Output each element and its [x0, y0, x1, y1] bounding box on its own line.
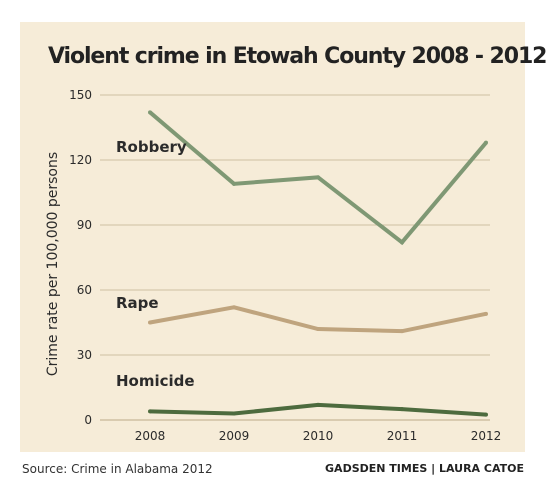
data-point-homicide [316, 402, 320, 407]
y-tick-label: 60 [77, 283, 92, 297]
data-point-homicide [232, 411, 236, 416]
credit-line: GADSDEN TIMES | LAURA CATOE [325, 462, 524, 475]
series-label-homicide: Homicide [116, 372, 195, 390]
y-tick-label: 30 [77, 348, 92, 362]
data-point-rape [484, 311, 488, 316]
chart-title: Violent crime in Etowah County 2008 - 20… [48, 44, 547, 69]
data-point-robbery [400, 240, 404, 245]
data-point-rape [148, 320, 152, 325]
data-point-homicide [148, 409, 152, 414]
series-lines [148, 110, 488, 417]
x-tick-label: 2012 [471, 429, 502, 443]
y-tick-labels: 150 120 90 60 30 0 [69, 88, 92, 427]
x-tick-label: 2008 [135, 429, 166, 443]
x-tick-label: 2009 [219, 429, 250, 443]
y-tick-label: 120 [69, 153, 92, 167]
data-point-robbery [232, 181, 236, 186]
data-point-robbery [148, 110, 152, 115]
data-point-robbery [316, 175, 320, 180]
source-note: Source: Crime in Alabama 2012 [22, 462, 213, 476]
x-tick-label: 2011 [387, 429, 418, 443]
data-point-homicide [400, 407, 404, 412]
data-point-rape [316, 327, 320, 331]
series-label-robbery: Robbery [116, 138, 187, 156]
series-label-rape: Rape [116, 294, 159, 312]
gridlines [100, 94, 490, 421]
data-point-rape [400, 329, 404, 334]
y-tick-label: 90 [77, 218, 92, 232]
series-labels: Robbery Rape Homicide [116, 138, 195, 390]
data-point-homicide [484, 412, 488, 417]
x-tick-label: 2010 [303, 429, 334, 443]
data-point-rape [232, 305, 236, 310]
chart-panel [20, 22, 525, 452]
x-tick-labels: 2008 2009 2010 2011 2012 [135, 429, 502, 443]
y-tick-label: 0 [84, 413, 92, 427]
y-axis-label: Crime rate per 100,000 persons [45, 152, 61, 376]
y-tick-label: 150 [69, 88, 92, 102]
data-point-robbery [484, 140, 488, 145]
